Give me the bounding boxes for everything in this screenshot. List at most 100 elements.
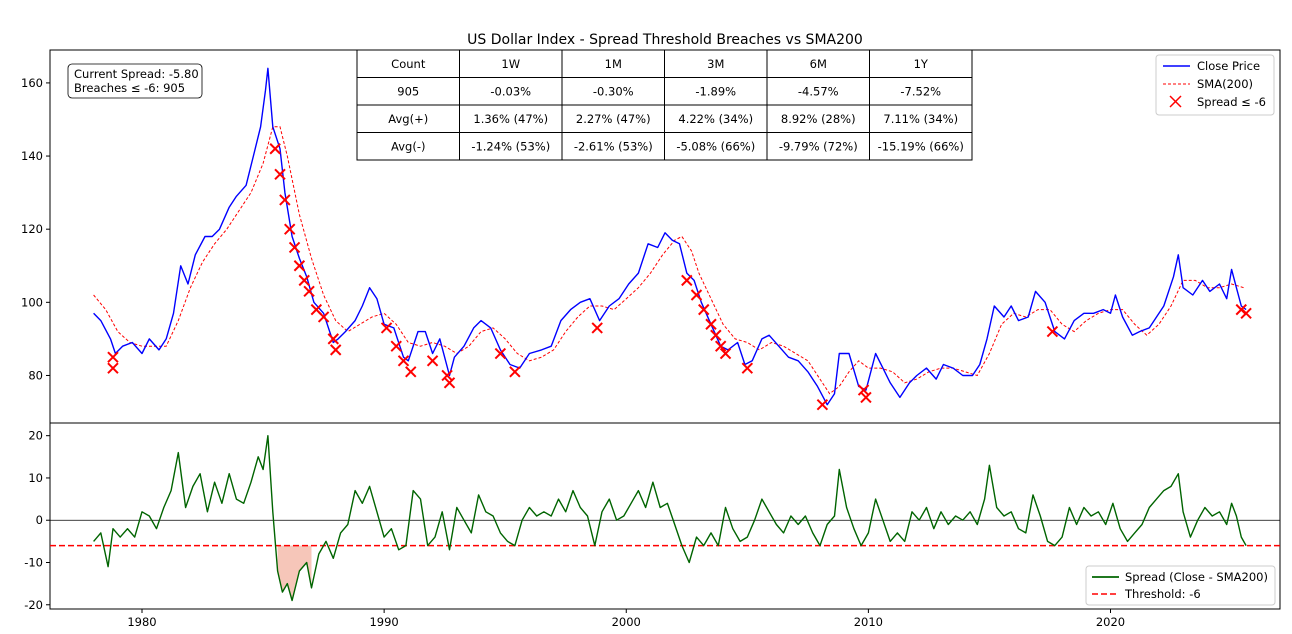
- legend-breach-marker: [1169, 95, 1182, 108]
- breach-marker: [681, 274, 693, 287]
- breach-marker: [274, 168, 286, 181]
- table-cell: -15.19% (66%): [878, 139, 964, 153]
- spread-axes-frame: [49, 422, 1281, 610]
- y-tick-label: -10: [24, 556, 43, 570]
- breach-fill: [277, 545, 312, 601]
- x-tick-label: 2020: [1096, 615, 1125, 629]
- table-cell: -0.03%: [490, 84, 531, 98]
- breach-marker: [283, 223, 296, 235]
- breach-markers: [107, 143, 1252, 411]
- table-header-cell: 6M: [810, 57, 827, 71]
- close-price-line: [93, 67, 1247, 406]
- y-tick-label: 140: [21, 149, 43, 163]
- table-cell: -5.08% (66%): [676, 139, 755, 153]
- y-tick-label: 120: [21, 222, 43, 236]
- price-legend: Close Price SMA(200) Spread ≤ -6: [1155, 54, 1275, 116]
- breach-marker: [293, 260, 306, 272]
- breach-marker: [698, 303, 710, 316]
- table-cell-border: [869, 104, 973, 133]
- breach-marker: [107, 351, 119, 363]
- breach-marker: [860, 391, 872, 404]
- table-cell-border: [561, 77, 665, 106]
- legend-close-price: Close Price: [1197, 59, 1260, 73]
- table-cell-border: [766, 49, 870, 78]
- breach-marker: [719, 347, 732, 360]
- y-tick-label: 20: [28, 429, 43, 443]
- x-tick-label: 1980: [127, 615, 156, 629]
- breach-marker: [279, 194, 291, 206]
- table-cell: -7.52%: [900, 84, 941, 98]
- breach-marker: [303, 285, 315, 298]
- table-cell: 905: [397, 84, 419, 98]
- x-tick-label: 2000: [612, 615, 641, 629]
- breach-marker: [390, 340, 402, 352]
- legend-spread: Spread (Close - SMA200): [1125, 570, 1268, 584]
- breach-marker: [441, 369, 453, 382]
- spread-series: [93, 435, 1247, 602]
- table-header-cell: 1Y: [914, 57, 929, 71]
- breach-marker: [107, 362, 119, 374]
- table-cell-border: [664, 132, 768, 161]
- breach-marker: [397, 355, 410, 367]
- table-cell: 4.22% (34%): [678, 112, 753, 126]
- breach-marker: [494, 347, 507, 360]
- breach-marker: [710, 329, 722, 341]
- breach-marker: [317, 311, 330, 323]
- breach-marker: [443, 377, 456, 389]
- y-tick-label: -20: [24, 598, 43, 612]
- legend-threshold: Threshold: -6: [1124, 587, 1201, 601]
- table-cell-border: [561, 104, 665, 133]
- sma-line: [93, 126, 1244, 395]
- table-cell: -0.30%: [593, 84, 634, 98]
- table-cell-border: [356, 49, 460, 78]
- breach-marker: [705, 318, 717, 330]
- breach-marker: [1046, 325, 1059, 338]
- breach-marker: [741, 362, 754, 374]
- table-header-cell: Count: [391, 57, 426, 71]
- spread-line: [93, 435, 1247, 602]
- legend-sma: SMA(200): [1197, 77, 1253, 91]
- table-cell: -1.24% (53%): [471, 139, 550, 153]
- breach-marker: [714, 340, 727, 352]
- breach-marker: [591, 322, 603, 334]
- table-cell: 1.36% (47%): [473, 112, 548, 126]
- table-cell-border: [766, 132, 870, 161]
- info-box: Current Spread: -5.80 Breaches ≤ -6: 905: [67, 63, 203, 99]
- breach-marker: [298, 274, 310, 287]
- breach-marker: [509, 366, 521, 378]
- breach-marker: [330, 344, 342, 356]
- table-cell-border: [664, 77, 768, 106]
- table-cell-border: [869, 49, 973, 78]
- table-cell: -4.57%: [798, 84, 839, 98]
- table-cell: Avg(+): [388, 112, 428, 126]
- y-tick-label: 160: [21, 76, 43, 90]
- breach-marker: [426, 355, 439, 367]
- breach-fill-area: [277, 545, 312, 601]
- breach-marker: [405, 366, 417, 378]
- info-breach-count: Breaches ≤ -6: 905: [74, 81, 185, 95]
- legend-breach: Spread ≤ -6: [1197, 95, 1266, 109]
- breach-marker: [288, 241, 301, 254]
- chart-title: US Dollar Index - Spread Threshold Breac…: [467, 32, 863, 48]
- info-current-spread: Current Spread: -5.80: [74, 67, 199, 81]
- breach-marker: [380, 322, 393, 334]
- y-tick-label: 80: [28, 368, 43, 382]
- table-cell-border: [356, 77, 460, 106]
- table-cell-border: [869, 132, 973, 161]
- y-tick-label: 0: [36, 513, 43, 527]
- table-cell-border: [459, 132, 563, 161]
- table-cell-border: [459, 77, 563, 106]
- y-tick-label: 100: [21, 295, 43, 309]
- stats-table: Count 1W 1M 3M 6M 1Y 905 -0.03% -0.30% -1.89% -4.5…: [356, 49, 973, 161]
- y-tick-label: 10: [28, 471, 43, 485]
- x-ticks: 1980 1990 2000 2010 2020: [127, 609, 1125, 629]
- breach-marker: [857, 384, 870, 396]
- x-tick-label: 2010: [854, 615, 883, 629]
- close-price-series: [93, 67, 1247, 406]
- table-cell: 2.27% (47%): [576, 112, 651, 126]
- table-cell: Avg(-): [391, 139, 425, 153]
- breach-marker: [690, 289, 703, 301]
- table-cell: -2.61% (53%): [574, 139, 653, 153]
- spread-y-ticks: -20 -10 0 10 20: [24, 429, 50, 612]
